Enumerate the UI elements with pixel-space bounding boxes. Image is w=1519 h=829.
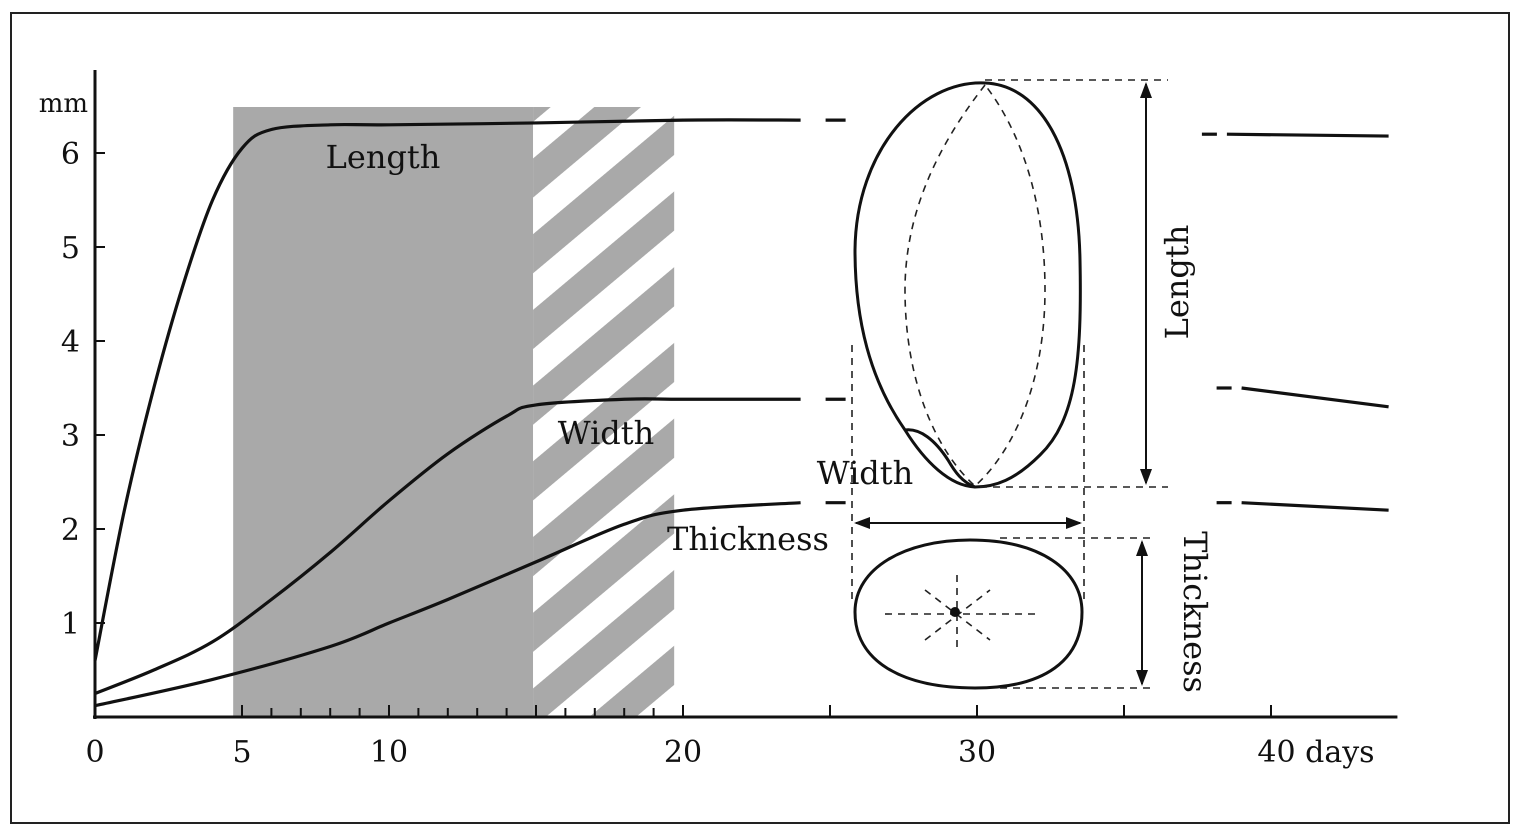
length-dimension-arrow [1140, 82, 1152, 485]
width-dimension-arrow [854, 517, 1082, 529]
width-tail-segment [1241, 386, 1389, 409]
x-tick-label: 10 [370, 735, 408, 770]
y-tick-label: 3 [61, 419, 80, 454]
diagram-width-label: Width [817, 454, 914, 492]
y-tick-label: 5 [61, 231, 80, 266]
length-tail-segment [1226, 132, 1389, 138]
y-tick-label: 6 [61, 137, 80, 172]
grain-cross-section [853, 538, 1084, 690]
x-tick-label: 5 [232, 735, 251, 770]
y-tick-label: 4 [61, 325, 80, 360]
x-tick-label: 20 [664, 735, 702, 770]
grain-top-outline [853, 81, 1082, 489]
diagram-length-label: Length [1158, 225, 1196, 340]
dimension-guides [851, 79, 1168, 689]
width-series-label: Width [558, 414, 655, 452]
length-series-label: Length [326, 138, 441, 176]
y-tick-label: 2 [61, 513, 80, 548]
length-curve [93, 118, 801, 661]
grain-embryo [904, 428, 976, 489]
grain-diagram: Length Width Thickness [817, 79, 1214, 693]
width-curve [94, 397, 801, 695]
thickness-curve [94, 501, 801, 708]
x-tick-label: 30 [958, 735, 996, 770]
diagram-thickness-label: Thickness [1176, 531, 1214, 693]
cross-section-center-dot [950, 607, 960, 617]
y-tick-label: 1 [61, 607, 80, 642]
y-axis-unit: mm [39, 89, 88, 119]
thickness-series-label: Thickness [667, 520, 829, 558]
thickness-tail-segment [1241, 501, 1389, 512]
grain-top-inner-dashed [904, 83, 1046, 488]
hatched-region [533, 107, 675, 717]
x-tick-label: 0 [85, 735, 104, 770]
grey-shaded-region [233, 107, 534, 717]
cross-section-center-marks [885, 575, 1040, 652]
shaded-regions [233, 107, 675, 717]
thickness-dimension-arrow [1136, 540, 1148, 686]
series-group: Length Width Thickness [93, 118, 1389, 708]
x-tick-label: 40 days [1257, 735, 1374, 770]
axes: 0 5 10 20 30 40 days 1 2 3 4 5 6 mm [39, 70, 1398, 770]
